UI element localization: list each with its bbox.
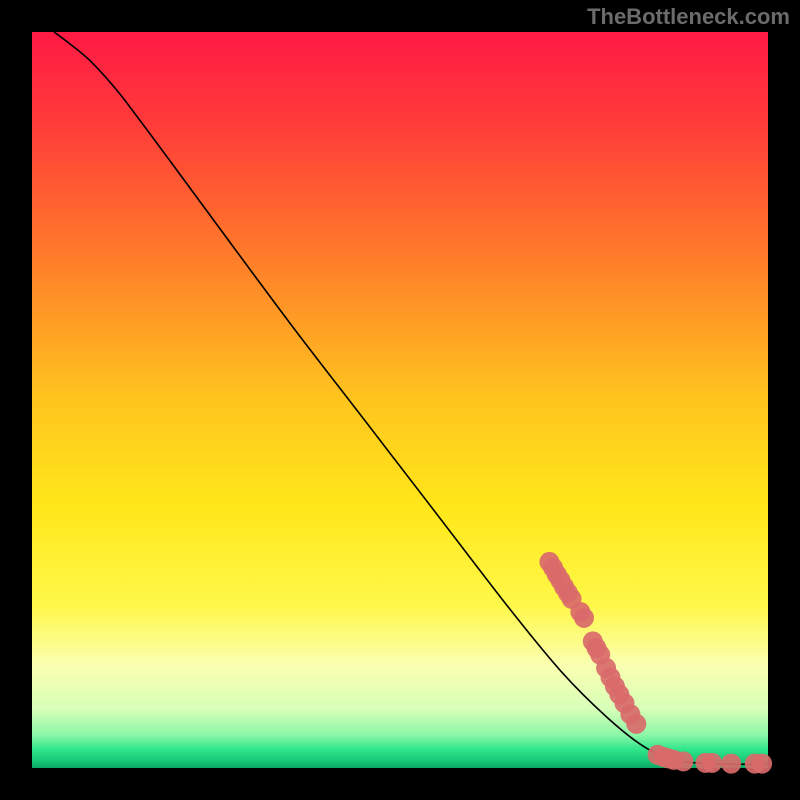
data-marker: [721, 754, 741, 774]
data-marker: [702, 753, 722, 773]
data-marker: [673, 751, 693, 771]
plot-background: [32, 32, 768, 768]
data-marker: [626, 714, 646, 734]
bottleneck-chart: [0, 0, 800, 800]
data-marker: [752, 754, 772, 774]
chart-container: TheBottleneck.com: [0, 0, 800, 800]
data-marker: [574, 608, 594, 628]
